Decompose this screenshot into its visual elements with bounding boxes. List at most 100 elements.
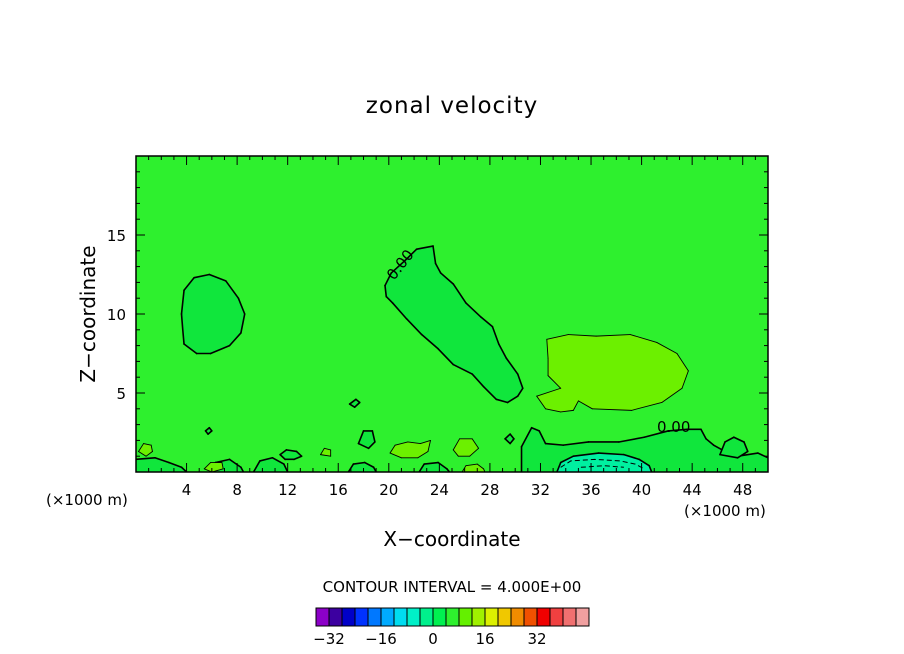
contour-segment — [224, 280, 240, 300]
contour-segment — [145, 451, 153, 457]
contour-segment — [204, 430, 209, 435]
x-tick-label: 40 — [632, 481, 651, 499]
contour-segment — [631, 402, 663, 411]
contour-segment — [214, 458, 231, 464]
velocity-region — [204, 462, 224, 472]
contour-segment — [420, 333, 439, 350]
contour-segment — [352, 461, 366, 465]
contour-segment — [506, 395, 519, 404]
x-tick-label: 48 — [733, 481, 752, 499]
contour-segment — [389, 444, 396, 454]
contour-segment — [228, 332, 242, 347]
contour-segment — [407, 441, 421, 445]
colorbar-swatch — [315, 607, 330, 627]
colorbar-label: 16 — [475, 630, 494, 648]
x-tick-label: 4 — [182, 481, 192, 499]
contour-segment — [181, 328, 185, 345]
contour-segment — [355, 398, 361, 404]
contour-segment — [736, 450, 749, 459]
contour-segment — [427, 439, 431, 452]
velocity-region — [536, 334, 689, 412]
velocity-regions — [136, 156, 768, 472]
contour-segment — [536, 395, 546, 410]
colorbar-swatch — [328, 607, 343, 627]
contour-segment — [476, 463, 485, 470]
chart-title: zonal velocity — [366, 93, 538, 119]
contour-segment — [452, 449, 459, 457]
contour-segment — [676, 353, 689, 372]
contour-segment — [390, 259, 407, 274]
x-unit-label: (×1000 m) — [684, 502, 766, 520]
contour-segment — [285, 449, 298, 453]
contour-segment — [150, 444, 153, 452]
contour-segment — [389, 452, 402, 459]
y-unit-label: (×1000 m) — [46, 491, 128, 509]
contour-segment — [733, 436, 745, 443]
contour-segment — [556, 461, 562, 472]
colorbar-label: 32 — [527, 630, 546, 648]
contour-segment — [168, 461, 183, 469]
contour-segment — [516, 373, 524, 390]
contour-segment — [385, 295, 394, 304]
colorbar-swatch — [471, 607, 486, 627]
dashed-contour — [560, 458, 645, 470]
contour-segment — [705, 438, 715, 446]
contour-segment — [559, 455, 575, 464]
colorbar-swatch — [549, 607, 564, 627]
contour-segment — [357, 442, 370, 450]
contour-segment — [643, 430, 669, 439]
contour-segment — [295, 450, 303, 458]
colorbar-swatch — [458, 607, 473, 627]
contour-segment — [180, 313, 184, 331]
contour-segment — [495, 398, 509, 404]
colorbar-swatch — [354, 607, 369, 627]
x-tick-label: 20 — [379, 481, 398, 499]
contour-segment — [138, 443, 145, 452]
contour-segment — [482, 385, 498, 401]
colorbar-swatch — [562, 607, 577, 627]
dashed-contour — [580, 465, 624, 468]
x-axis-label: X−coordinate — [383, 527, 520, 551]
contour-segment — [452, 438, 461, 451]
contour-segment — [757, 452, 768, 459]
contour-segment — [520, 426, 533, 448]
contour-segment — [183, 276, 195, 292]
velocity-region — [320, 448, 331, 457]
contour-segment — [595, 334, 631, 337]
contour-segment — [180, 289, 185, 315]
contour-segment — [547, 375, 562, 389]
velocity-region — [280, 449, 302, 460]
colorbar: −32 −16 0 16 32 — [313, 607, 590, 648]
x-tick-label: 12 — [278, 481, 297, 499]
contour-segment — [509, 433, 515, 440]
contour-segment — [567, 334, 597, 337]
contour-segment — [432, 245, 437, 265]
contour-segment — [545, 408, 562, 413]
contour-segment — [323, 447, 332, 451]
contour-segment — [221, 462, 224, 470]
colorbar-swatch — [523, 607, 538, 627]
colorbar-swatch — [341, 607, 356, 627]
contour-segment — [719, 441, 726, 456]
x-tick-label: 36 — [581, 481, 600, 499]
contour-segment — [656, 341, 678, 354]
colorbar-swatch — [575, 607, 590, 627]
contour-segment — [743, 441, 749, 453]
contour-segment — [638, 458, 650, 467]
contour-segment — [237, 297, 246, 315]
contour-segment — [419, 439, 431, 445]
contour-segment — [497, 343, 508, 360]
y-tick-label: 5 — [116, 385, 126, 403]
contour-segment — [320, 454, 332, 457]
contour-segment — [348, 403, 356, 409]
contour-segment — [452, 283, 467, 304]
x-tick-label: 24 — [430, 481, 449, 499]
contour-segment — [404, 248, 418, 262]
colorbar-swatch — [432, 607, 447, 627]
contour-segment — [469, 447, 479, 457]
contour-segment — [661, 387, 683, 403]
contour-segment — [279, 449, 288, 456]
contour-segment — [538, 430, 547, 445]
contour-segment — [504, 433, 511, 440]
